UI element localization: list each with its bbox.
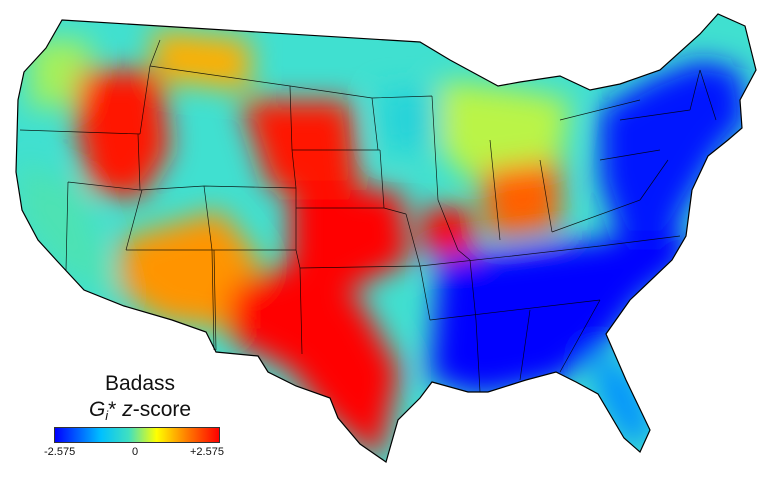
legend-title: Badass <box>104 372 176 395</box>
region-southeast <box>430 230 690 396</box>
region-california <box>20 160 120 300</box>
legend-z: z <box>122 398 133 421</box>
region-indiana-ohio <box>480 160 560 240</box>
legend-rest: -score <box>132 398 192 421</box>
region-montana <box>150 30 250 90</box>
legend-tick-max: +2.575 <box>190 446 224 458</box>
state-borders <box>19 39 717 393</box>
region-pacific-northwest <box>30 40 90 110</box>
legend-g: G <box>88 398 106 421</box>
legend-colorbar <box>54 427 220 443</box>
legend-star: * <box>108 398 117 421</box>
region-upper-midwest <box>380 90 440 150</box>
legend-subtitle: Gi* z-score <box>40 398 240 428</box>
legend-tick-min: -2.575 <box>44 446 76 458</box>
region-oklahoma-kansas <box>290 190 410 300</box>
region-florida <box>590 350 655 450</box>
region-southwest <box>120 210 260 330</box>
region-texas <box>230 260 400 460</box>
region-missouri <box>420 205 475 255</box>
region-great-lakes <box>430 80 570 180</box>
legend-sub: i <box>105 408 109 423</box>
region-great-basin <box>75 70 170 200</box>
legend-tick-mid: 0 <box>132 446 139 458</box>
region-wyoming-dakotas <box>240 100 360 190</box>
